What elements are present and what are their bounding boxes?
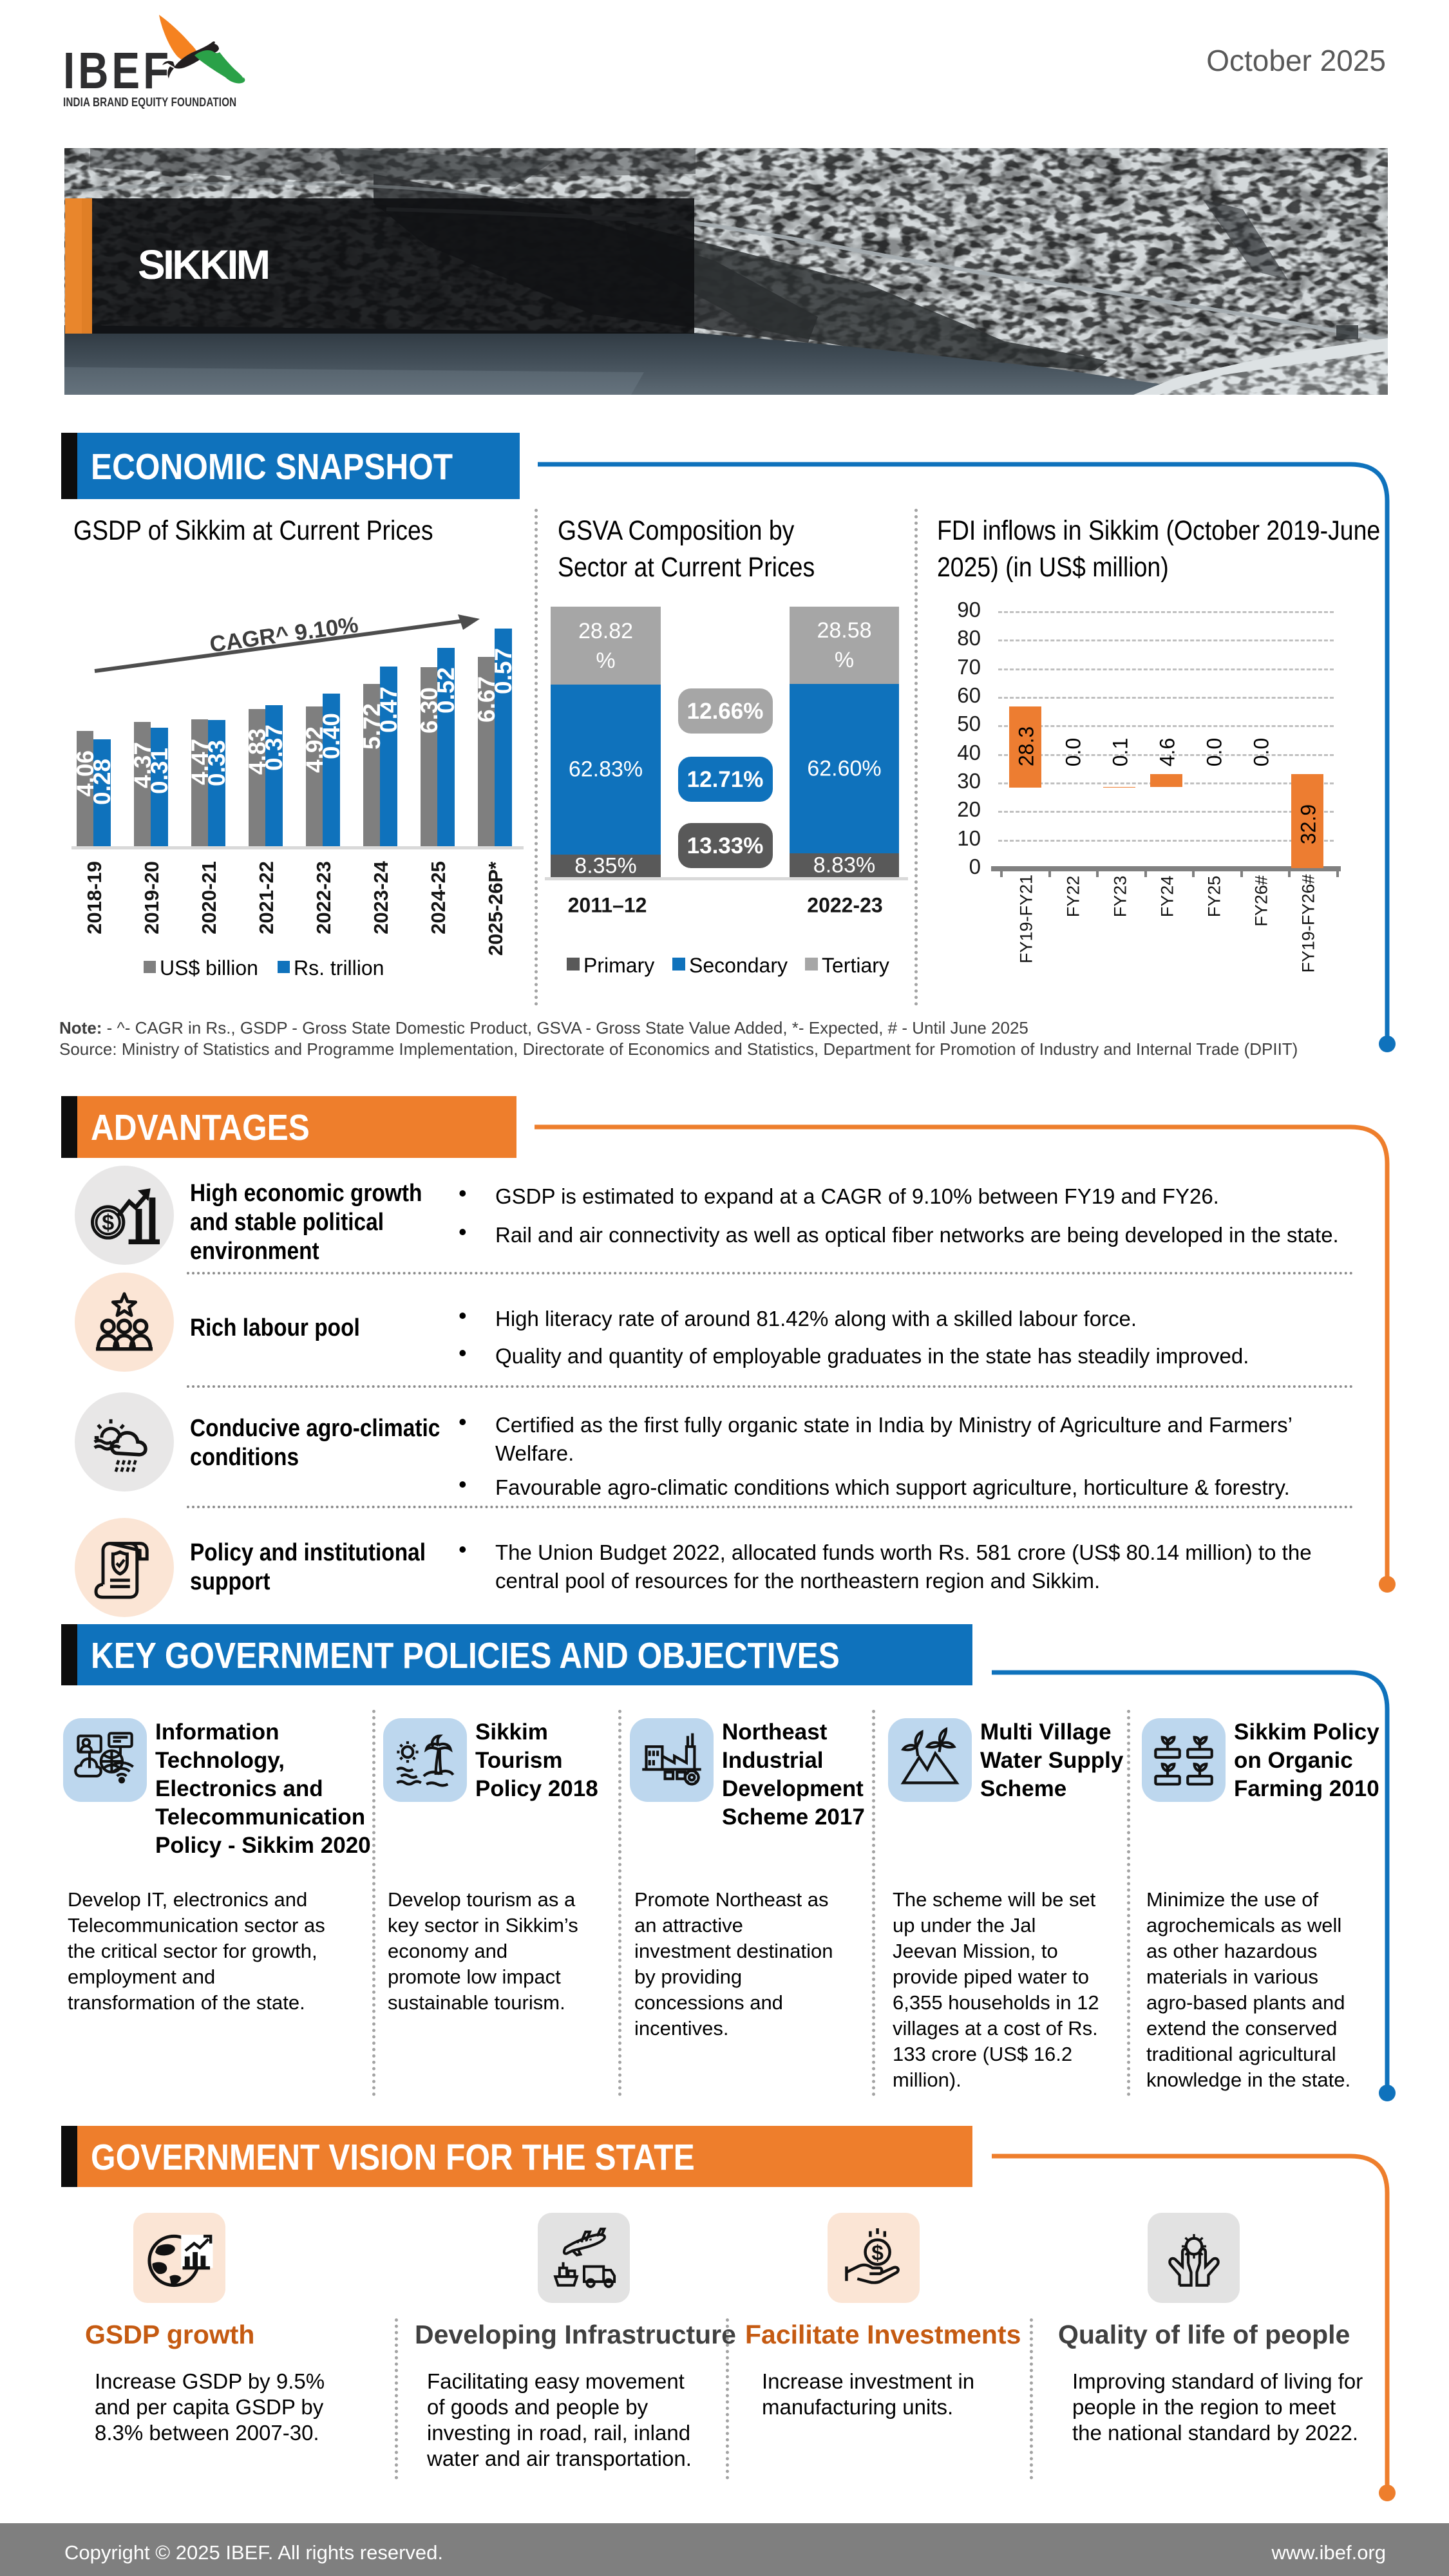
svg-text:IBEF: IBEF <box>63 42 172 100</box>
svg-text:$: $ <box>102 1211 114 1235</box>
svg-text:INDIA BRAND EQUITY FOUNDATION: INDIA BRAND EQUITY FOUNDATION <box>63 95 236 109</box>
svg-text:SIKKIM: SIKKIM <box>138 242 270 288</box>
svg-text:$: $ <box>871 2241 884 2265</box>
